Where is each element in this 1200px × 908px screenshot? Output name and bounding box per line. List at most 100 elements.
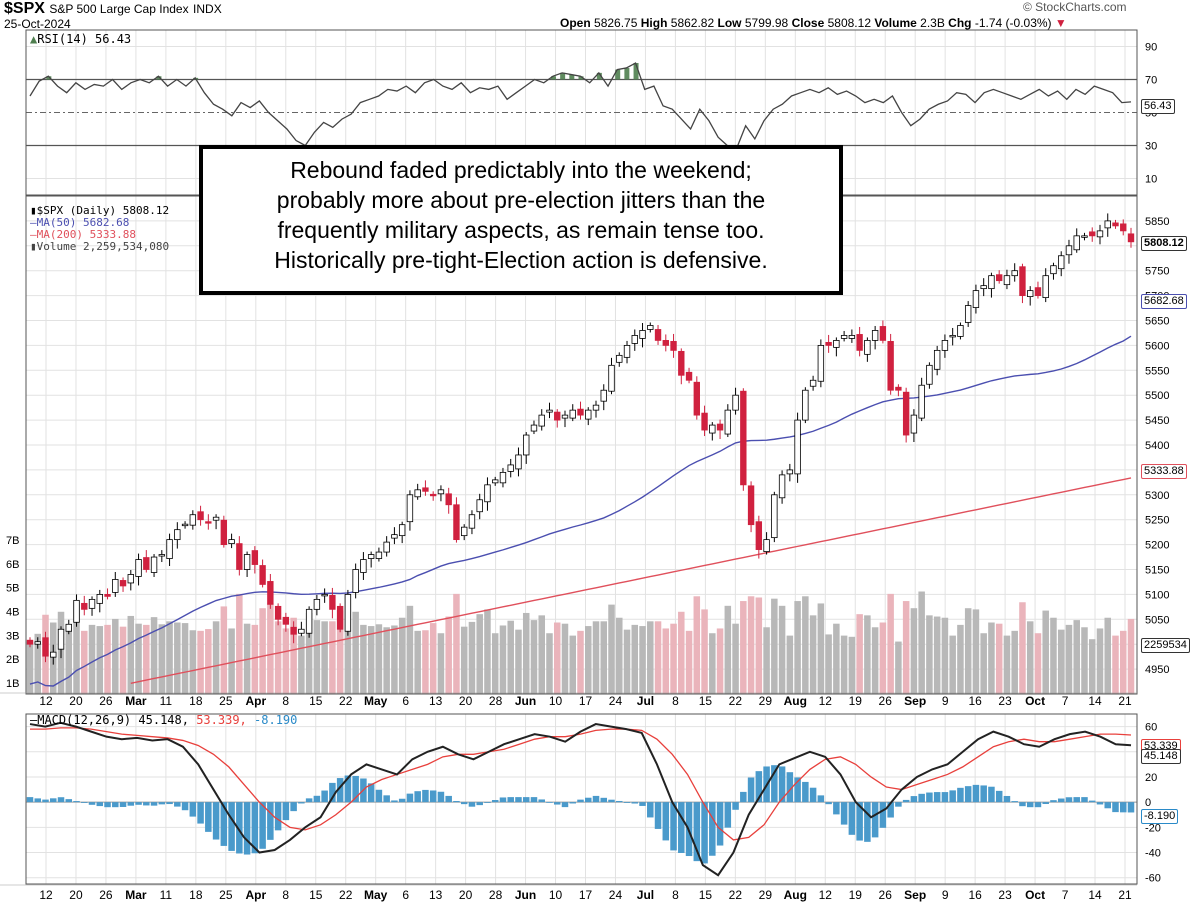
candle [809, 375, 817, 391]
candle [1073, 228, 1080, 253]
macd-hist-bar [329, 782, 336, 803]
candle-body [871, 330, 879, 341]
volume-bar [1112, 635, 1119, 694]
volume-bar [336, 610, 344, 694]
volume-bar [623, 629, 631, 694]
annotation-box: Rebound faded predictably into the weeke… [199, 145, 843, 295]
price-y-tick: 5100 [1145, 589, 1169, 601]
macd-line-icon: — [30, 713, 38, 727]
candle [616, 352, 623, 367]
candle [73, 594, 80, 627]
volume-bar [1019, 602, 1026, 694]
rsi-icon: ▲ [30, 32, 38, 46]
candle [445, 487, 452, 514]
volume-bar [577, 630, 584, 694]
volume-bar [96, 626, 104, 694]
macd-hist-bar [460, 802, 468, 805]
macd-hist-bar [228, 802, 235, 851]
x-tick-label: Aug [784, 888, 807, 902]
macd-hist-bar [499, 797, 507, 803]
candle [585, 407, 592, 426]
ma50-line [29, 335, 1132, 687]
candle [468, 510, 476, 535]
candle [980, 278, 987, 297]
volume-bar [755, 597, 763, 694]
macd-hist-bar [88, 802, 96, 805]
candle-body [918, 384, 925, 419]
x-tick-label: 26 [879, 694, 893, 708]
volume-bar [468, 621, 476, 694]
volume-bar [678, 611, 685, 694]
macd-hist-bar [42, 799, 49, 803]
macd-hist-bar [352, 775, 359, 803]
macd-hist-bar [949, 790, 956, 803]
x-tick-label: Oct [1025, 694, 1045, 708]
macd-hist-bar [608, 799, 615, 803]
volume-bar [825, 634, 832, 694]
candle-body [212, 516, 220, 521]
candle [274, 603, 282, 626]
candle-body [809, 379, 817, 387]
candle-body [623, 344, 631, 358]
candle [360, 552, 367, 580]
volume-bar [685, 630, 693, 694]
candle-body [833, 340, 840, 348]
volume-bar [1003, 635, 1011, 694]
candle [174, 522, 181, 549]
volume-bar [259, 608, 266, 694]
volume-bar [119, 626, 127, 694]
candle-body [135, 559, 142, 577]
candle [678, 348, 685, 385]
volume-icon: ▮ [30, 240, 37, 253]
candle-body [685, 371, 693, 381]
x-tick-label: 6 [402, 888, 409, 902]
x-tick-label: 23 [998, 888, 1012, 902]
macd-hist-bar [1088, 800, 1096, 803]
candle-body [468, 514, 476, 529]
candle-body [538, 414, 545, 427]
macd-hist-bar [716, 802, 724, 846]
volume-bar [670, 623, 677, 694]
candle-body [995, 274, 1003, 282]
volume-bar [305, 612, 313, 694]
macd-hist-bar [336, 778, 344, 803]
candle [352, 563, 359, 599]
close-value: 5808.12 [827, 16, 871, 30]
candle [654, 324, 662, 345]
candle-body [321, 594, 328, 597]
x-tick-label: 15 [699, 888, 713, 902]
volume-bar [600, 621, 608, 694]
candle-body [259, 565, 266, 585]
candle-body [34, 641, 41, 645]
ma200-legend-text: MA(200) 5333.88 [36, 228, 136, 241]
x-tick-label: 24 [609, 694, 623, 708]
x-tick-label: 23 [998, 694, 1012, 708]
macd-hist-bar [1057, 798, 1065, 803]
candle [879, 320, 887, 344]
macd-hist-bar [1011, 801, 1018, 803]
candle-body [1034, 287, 1042, 296]
candle-body [143, 557, 150, 570]
volume-bar [205, 629, 212, 694]
macd-hist-bar [1119, 802, 1127, 813]
macd-hist-bar [104, 802, 111, 808]
x-tick-label: 8 [282, 694, 289, 708]
macd-hist-bar [212, 802, 220, 840]
rsi-y-tick: 70 [1145, 75, 1157, 87]
macd-hist-bar [1050, 800, 1057, 803]
candle-body [492, 479, 499, 484]
candle [577, 401, 584, 420]
volume-bar [375, 624, 383, 694]
x-tick-label: 15 [699, 694, 713, 708]
rsi-overbought-fill [46, 63, 639, 80]
price-y-tick: 5650 [1145, 316, 1169, 328]
macd-hist-bar [623, 802, 631, 803]
candle-body [647, 325, 654, 330]
candle-body [848, 335, 856, 339]
macd-hist-bar [755, 771, 763, 803]
x-tick-label: Sep [904, 888, 926, 902]
candle-body [42, 637, 49, 657]
macd-hist-bar [577, 799, 584, 803]
candle [1034, 281, 1042, 299]
macd-hist-bar [158, 802, 166, 805]
